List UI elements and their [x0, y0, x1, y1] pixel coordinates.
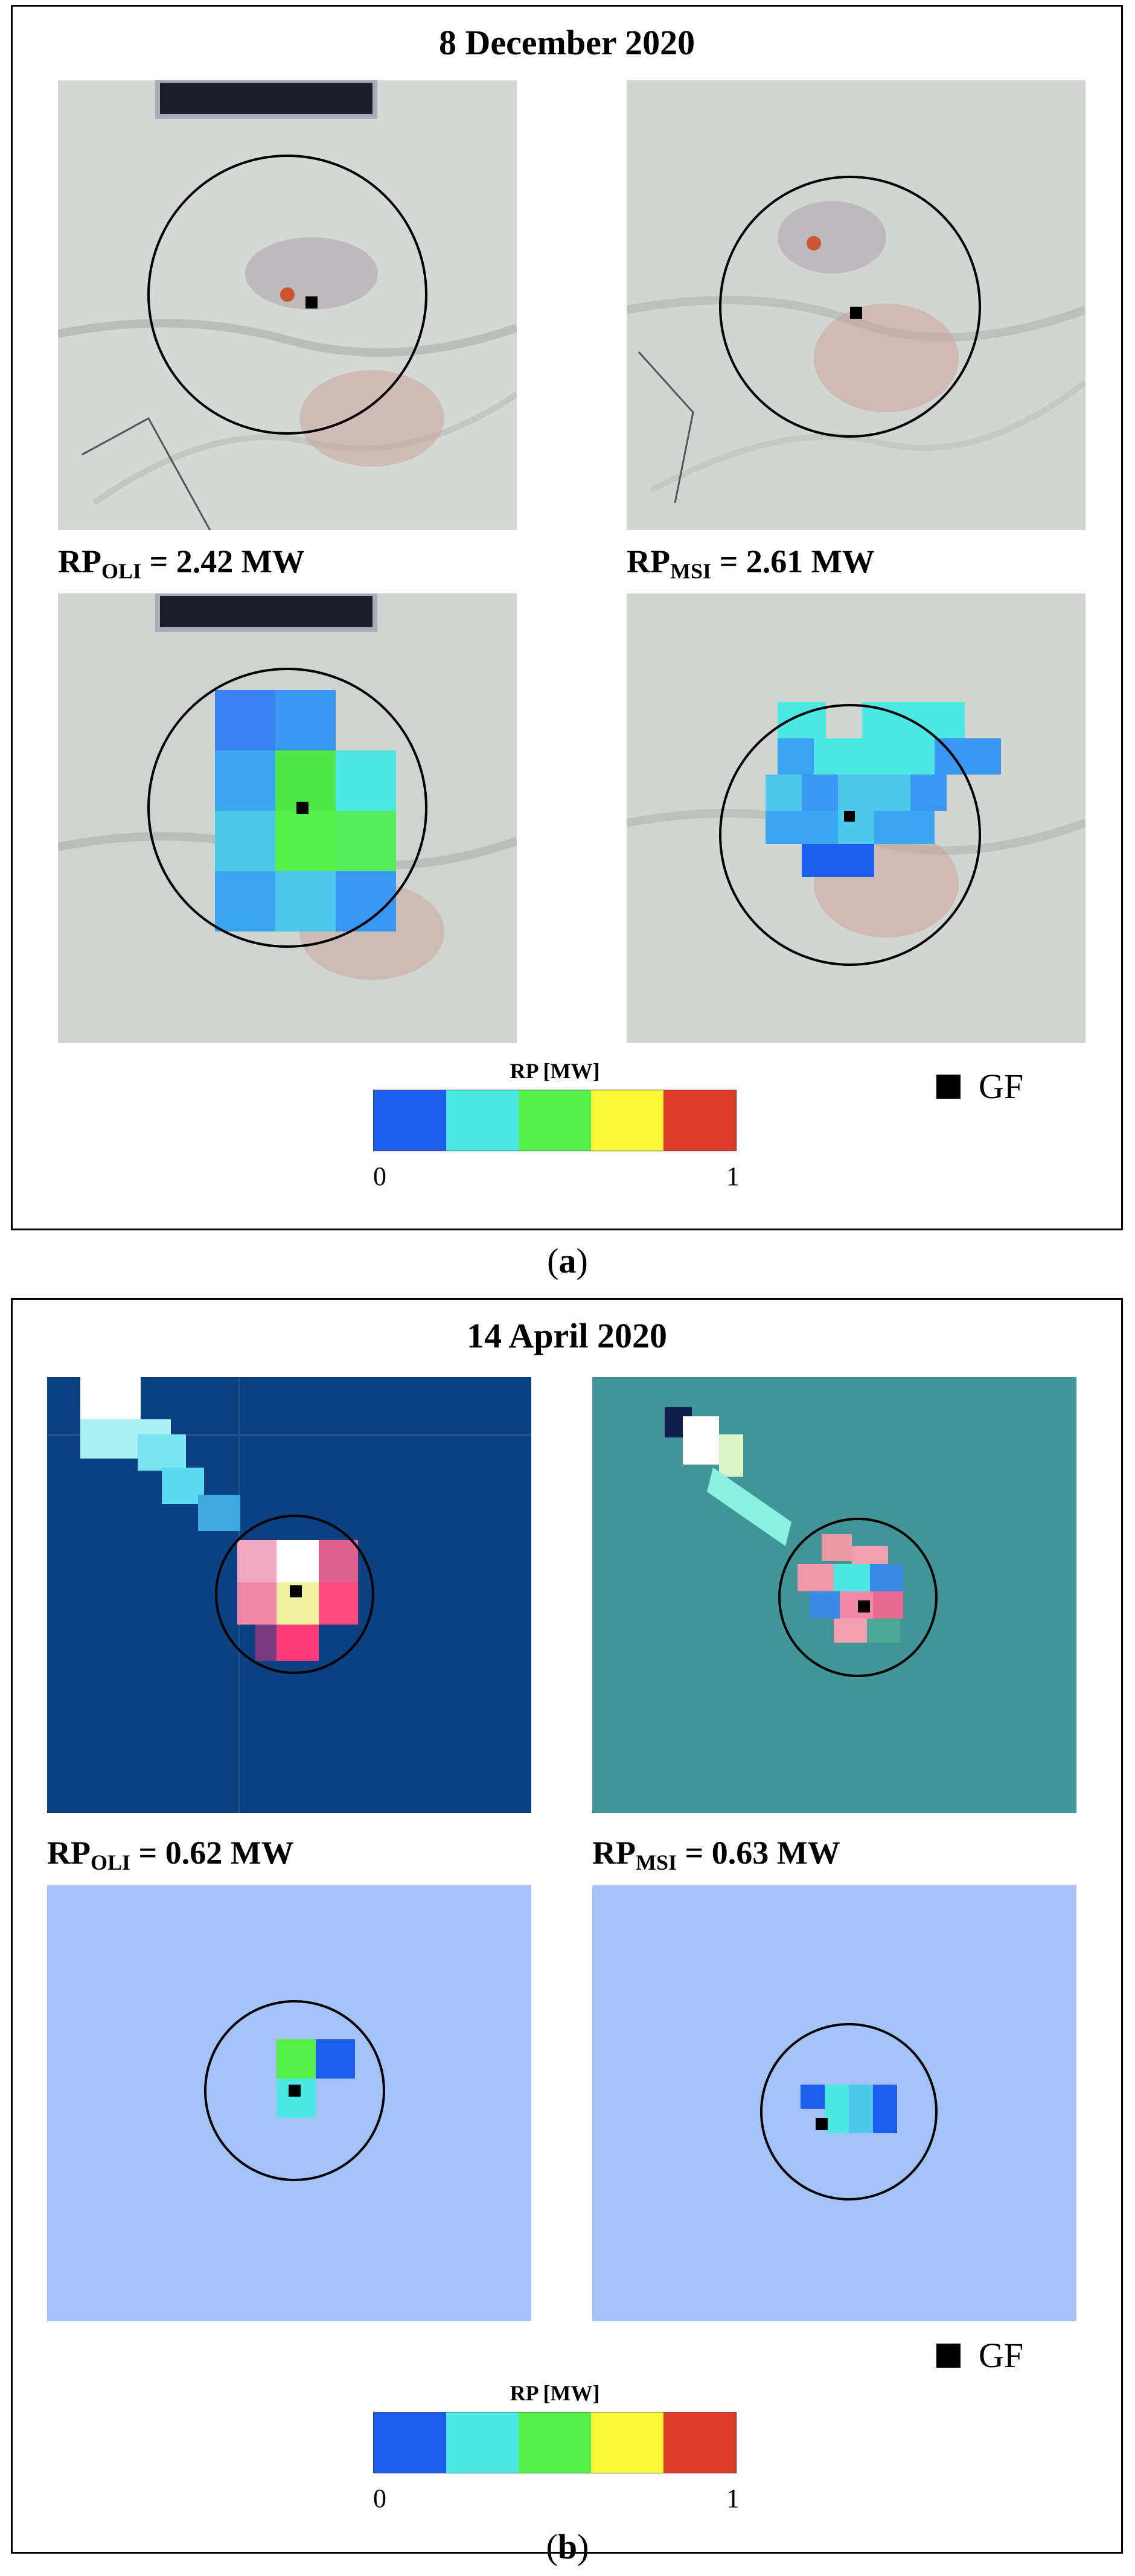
- panel-a-title: 8 December 2020: [438, 23, 695, 62]
- gf-legend-a: GF: [936, 1066, 1023, 1107]
- satellite-image-oli-dec: [58, 80, 517, 530]
- colorbar-segments: [373, 2412, 737, 2473]
- gf-label: GF: [979, 2336, 1024, 2375]
- colorbar-min: 0: [373, 1162, 386, 1191]
- gf-legend-b: GF: [936, 2335, 1023, 2376]
- gas-flare-marker: [289, 2085, 301, 2097]
- gf-marker-icon: [936, 1074, 961, 1099]
- panel-a: 8 December 2020 R: [11, 5, 1123, 1230]
- false-color-image-msi-apr: [592, 1377, 1076, 1813]
- gf-label: GF: [979, 1067, 1024, 1106]
- gas-flare-marker: [850, 307, 862, 319]
- panel-b-title: 14 April 2020: [467, 1316, 667, 1355]
- colorbar-a: RP [MW] 0 1: [373, 1058, 740, 1203]
- colorbar-title: RP [MW]: [510, 2381, 600, 2405]
- gf-marker-icon: [936, 2343, 961, 2368]
- rp-map-oli-dec: [58, 593, 517, 1043]
- false-color-image-oli-apr: [47, 1377, 531, 1813]
- rp-map-oli-apr: [47, 1885, 531, 2321]
- gas-flare-marker: [296, 802, 309, 814]
- rp-oli-label-apr: RPOLI = 0.62 MW: [47, 1835, 294, 1874]
- colorbar-segment-3: [519, 2412, 591, 2473]
- colorbar-segments: [373, 1090, 737, 1151]
- colorbar-max: 1: [726, 2484, 740, 2513]
- colorbar-b: RP [MW] 0 1: [373, 2380, 740, 2525]
- colorbar-max: 1: [726, 1162, 740, 1191]
- caption-a: (a): [547, 1241, 588, 1280]
- colorbar-segment-3: [519, 1090, 591, 1151]
- panel-b: 14 April 2020: [11, 1298, 1123, 2554]
- rp-map-msi-dec: [627, 593, 1085, 1043]
- colorbar-segment-4: [591, 2412, 663, 2473]
- colorbar-segment-2: [446, 1090, 519, 1151]
- colorbar-segment-5: [663, 1090, 736, 1151]
- colorbar-segment-1: [374, 2412, 446, 2473]
- rp-pixel-grid: [766, 702, 1001, 877]
- colorbar-segment-1: [374, 1090, 446, 1151]
- gas-flare-marker: [305, 296, 318, 308]
- colorbar-segment-2: [446, 2412, 519, 2473]
- colorbar-segment-5: [663, 2412, 736, 2473]
- rp-pixel-grid: [215, 690, 396, 932]
- gas-flare-marker: [816, 2118, 828, 2130]
- satellite-image-msi-dec: [627, 80, 1085, 530]
- gas-flare-marker: [858, 1600, 870, 1612]
- rp-msi-label-apr: RPMSI = 0.63 MW: [592, 1835, 840, 1874]
- gas-flare-marker: [290, 1585, 302, 1597]
- rp-oli-label-dec: RPOLI = 2.42 MW: [58, 543, 305, 583]
- colorbar-min: 0: [373, 2484, 386, 2513]
- colorbar-title: RP [MW]: [510, 1059, 600, 1083]
- colorbar-segment-4: [591, 1090, 663, 1151]
- rp-map-msi-apr: [592, 1885, 1076, 2321]
- gas-flare-marker: [844, 811, 855, 822]
- rp-msi-label-dec: RPMSI = 2.61 MW: [627, 543, 875, 583]
- caption-b: (b): [546, 2527, 589, 2566]
